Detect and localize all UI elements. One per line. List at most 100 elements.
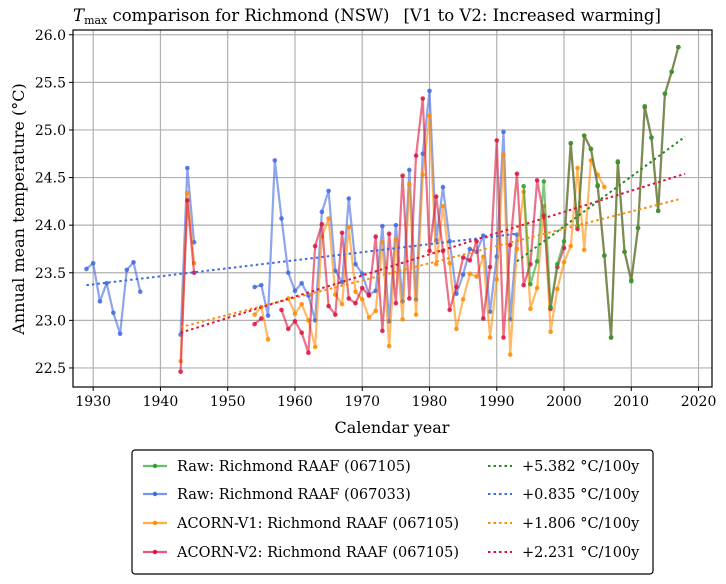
data-point bbox=[380, 328, 385, 334]
data-point bbox=[191, 270, 197, 276]
legend-swatch-marker bbox=[152, 491, 158, 497]
data-point bbox=[265, 313, 271, 318]
data-point bbox=[131, 259, 136, 265]
data-point bbox=[272, 158, 278, 163]
data-point bbox=[669, 69, 674, 75]
x-tick-label: 2010 bbox=[613, 394, 649, 410]
data-point bbox=[581, 247, 587, 253]
legend-label: Raw: Richmond RAAF (067033) bbox=[177, 487, 411, 503]
data-point bbox=[581, 133, 587, 138]
data-point bbox=[460, 255, 466, 260]
data-point bbox=[662, 91, 668, 97]
data-point bbox=[393, 237, 399, 242]
data-point bbox=[568, 140, 574, 146]
data-point bbox=[575, 165, 580, 171]
data-point bbox=[521, 183, 526, 189]
data-point bbox=[104, 280, 109, 286]
data-point bbox=[259, 316, 264, 321]
data-point bbox=[326, 216, 331, 221]
data-point bbox=[185, 198, 190, 203]
data-point bbox=[299, 280, 304, 286]
data-point bbox=[90, 260, 96, 266]
data-point bbox=[359, 297, 365, 302]
data-point bbox=[433, 261, 439, 267]
data-point bbox=[97, 299, 103, 304]
data-point bbox=[602, 253, 607, 258]
x-tick-label: 1980 bbox=[412, 394, 448, 410]
data-point bbox=[333, 312, 338, 317]
data-point bbox=[561, 259, 567, 265]
data-point bbox=[467, 271, 473, 277]
data-point bbox=[117, 331, 123, 336]
data-point bbox=[339, 230, 345, 236]
legend-trend-label: +1.806 °C/100y bbox=[522, 516, 640, 532]
data-point bbox=[185, 190, 190, 196]
title-bracket: [V1 to V2: Increased warming] bbox=[404, 6, 661, 25]
data-point bbox=[608, 335, 614, 340]
data-point bbox=[507, 352, 513, 357]
data-point bbox=[353, 300, 358, 306]
data-point bbox=[420, 96, 426, 101]
data-point bbox=[602, 184, 607, 190]
data-point bbox=[494, 138, 500, 143]
data-point bbox=[628, 279, 634, 284]
trendline-0 bbox=[516, 135, 686, 263]
data-point bbox=[359, 285, 365, 291]
legend-label: ACORN-V2: Richmond RAAF (067105) bbox=[176, 545, 459, 561]
legend-trend-label: +5.382 °C/100y bbox=[522, 459, 640, 475]
legend-label: Raw: Richmond RAAF (067105) bbox=[177, 459, 411, 475]
y-tick-label: 24.5 bbox=[35, 171, 66, 187]
data-point bbox=[386, 231, 392, 237]
data-point bbox=[346, 224, 352, 230]
data-point bbox=[561, 239, 567, 244]
data-point bbox=[528, 306, 533, 312]
data-point bbox=[501, 335, 506, 340]
data-point bbox=[312, 344, 318, 350]
data-point bbox=[299, 301, 304, 307]
data-point bbox=[413, 312, 419, 317]
data-point bbox=[299, 330, 304, 336]
data-point bbox=[366, 315, 372, 320]
data-point bbox=[676, 44, 681, 50]
data-point bbox=[528, 281, 533, 287]
data-point bbox=[427, 113, 432, 118]
data-point bbox=[292, 319, 298, 324]
data-point bbox=[346, 296, 352, 301]
legend-label: ACORN-V1: Richmond RAAF (067105) bbox=[176, 516, 459, 532]
data-point bbox=[494, 277, 500, 282]
y-axis-label: Annual mean temperature (°C) bbox=[9, 83, 28, 335]
data-point bbox=[393, 222, 399, 228]
data-point bbox=[541, 179, 547, 184]
data-point bbox=[507, 242, 513, 248]
data-point bbox=[474, 274, 479, 279]
data-point bbox=[615, 159, 621, 164]
data-point bbox=[447, 307, 452, 313]
data-point bbox=[534, 259, 540, 264]
y-tick-label: 23.0 bbox=[35, 313, 66, 329]
data-point bbox=[346, 196, 352, 201]
data-point bbox=[279, 216, 284, 221]
x-tick-label: 1950 bbox=[210, 394, 246, 410]
series-line bbox=[287, 114, 606, 356]
chart-title: Tmax comparison for Richmond (NSW) [V1 to… bbox=[73, 6, 661, 27]
data-point bbox=[185, 165, 190, 171]
data-point bbox=[319, 221, 325, 227]
data-point bbox=[380, 239, 385, 245]
y-tick-label: 25.0 bbox=[35, 123, 66, 139]
data-point bbox=[595, 182, 600, 188]
data-point bbox=[285, 270, 291, 276]
data-point bbox=[373, 308, 378, 314]
title-main: comparison for Richmond (NSW) bbox=[107, 6, 389, 25]
data-point bbox=[306, 350, 311, 356]
y-tick-label: 24.0 bbox=[35, 218, 66, 234]
data-point bbox=[427, 248, 432, 254]
trendline-3 bbox=[180, 172, 686, 334]
data-point bbox=[440, 203, 446, 209]
data-point bbox=[420, 172, 426, 178]
data-point bbox=[427, 88, 432, 94]
data-point bbox=[326, 303, 331, 309]
legend-trend-label: +2.231 °C/100y bbox=[522, 545, 640, 561]
x-tick-label: 1930 bbox=[75, 394, 111, 410]
data-point bbox=[548, 329, 553, 335]
x-tick-label: 2020 bbox=[681, 394, 717, 410]
